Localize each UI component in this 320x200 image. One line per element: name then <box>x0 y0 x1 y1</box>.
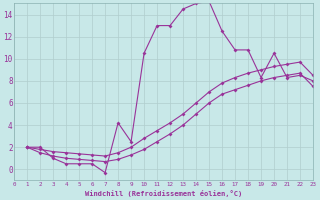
X-axis label: Windchill (Refroidissement éolien,°C): Windchill (Refroidissement éolien,°C) <box>85 190 242 197</box>
